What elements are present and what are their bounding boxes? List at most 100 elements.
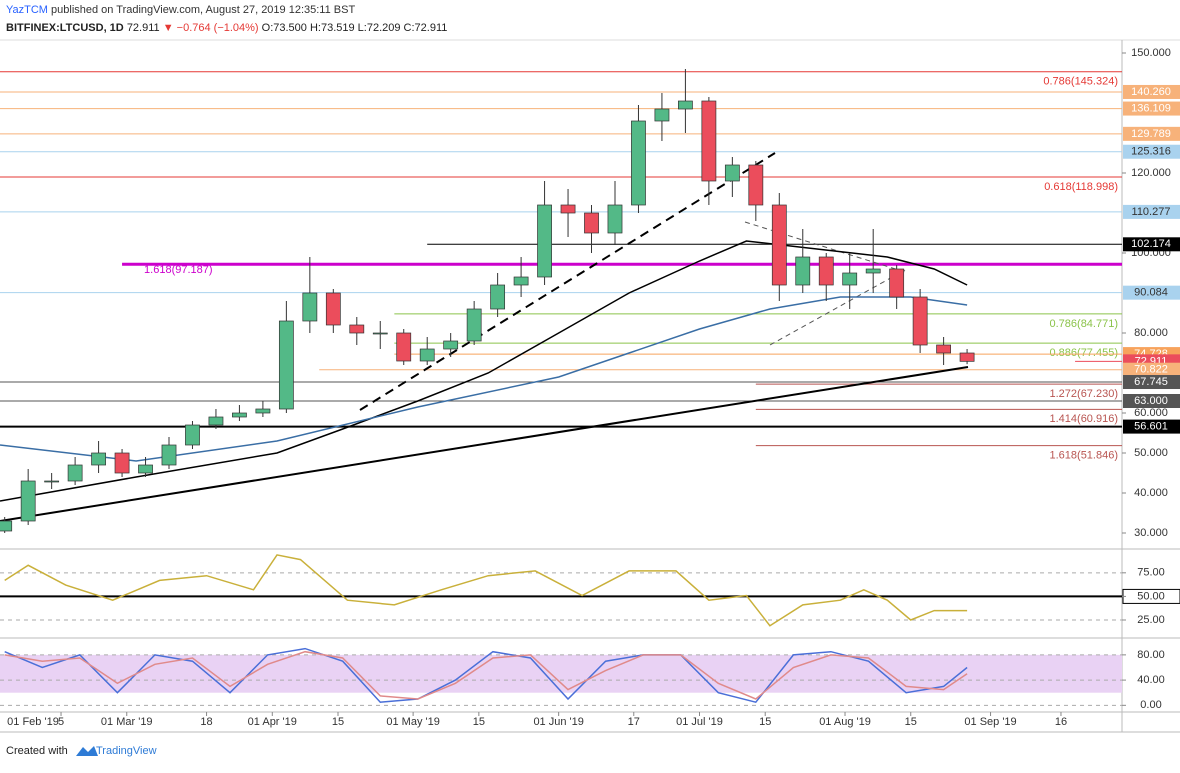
fib-label: 1.618(51.846) bbox=[1050, 450, 1119, 462]
candle-body bbox=[490, 284, 506, 310]
candle-body bbox=[232, 412, 247, 418]
candle-body bbox=[443, 340, 459, 350]
series-line bbox=[4, 554, 968, 627]
y-tick-label: 30.000 bbox=[1134, 527, 1168, 539]
candle-body bbox=[701, 100, 717, 182]
fib-label: 0.786(145.324) bbox=[1043, 76, 1118, 88]
price-label-box bbox=[1123, 362, 1180, 377]
y-tick-label: 40.000 bbox=[1134, 487, 1168, 499]
y-tick-label: 25.00 bbox=[1137, 614, 1165, 626]
candle-body bbox=[959, 352, 975, 362]
x-tick-label: 17 bbox=[628, 716, 640, 728]
change: ▼ −0.764 (−1.04%) bbox=[163, 22, 259, 34]
candle-body bbox=[302, 292, 318, 322]
candle-body bbox=[396, 332, 412, 362]
candle-body bbox=[419, 348, 435, 362]
x-tick-label: 01 Sep '19 bbox=[964, 716, 1016, 728]
x-tick-label: 15 bbox=[332, 716, 344, 728]
levels: 0.786(145.324) 0.618(118.998) 1.618(97.187… bbox=[0, 71, 1122, 462]
candle-body bbox=[560, 204, 576, 214]
candle-body bbox=[912, 296, 928, 346]
fib-label: 0.886(77.455) bbox=[1050, 347, 1119, 359]
candle-body bbox=[44, 480, 60, 483]
candle-body bbox=[91, 452, 106, 466]
candle-body bbox=[936, 344, 951, 354]
x-tick-label: 15 bbox=[759, 716, 771, 728]
candle-body bbox=[466, 308, 482, 342]
publisher: YazTCM bbox=[6, 4, 48, 16]
price-label: 90.084 bbox=[1134, 287, 1168, 299]
fib-label: 0.786(84.771) bbox=[1050, 318, 1119, 330]
price-label: 102.174 bbox=[1131, 238, 1171, 250]
y-tick-label: 120.000 bbox=[1131, 167, 1171, 179]
x-tick-label: 01 Apr '19 bbox=[248, 716, 297, 728]
candle-body bbox=[584, 212, 599, 234]
x-tick-label: 18 bbox=[200, 716, 212, 728]
x-tick-label: 5 bbox=[58, 716, 64, 728]
series-line bbox=[4, 647, 968, 704]
fib-label: 1.618(97.187) bbox=[144, 264, 213, 276]
candle-body bbox=[20, 480, 36, 522]
candle-body bbox=[771, 204, 787, 286]
candle-body bbox=[138, 464, 153, 474]
price-label-box bbox=[1123, 144, 1180, 159]
price-label-box bbox=[1123, 204, 1180, 219]
footer-prefix: Created with bbox=[6, 745, 68, 757]
price-label: 125.316 bbox=[1131, 146, 1171, 158]
y-tick-label: 0.00 bbox=[1140, 699, 1161, 711]
band bbox=[0, 654, 1122, 693]
axis-labels: 150.000120.000100.00080.00060.00050.0004… bbox=[7, 47, 1180, 728]
candle-body bbox=[255, 408, 271, 414]
x-tick-label: 01 May '19 bbox=[386, 716, 439, 728]
y-tick-label: 80.00 bbox=[1137, 649, 1165, 661]
candle-body bbox=[161, 444, 177, 466]
logo bbox=[76, 746, 98, 756]
price-label: 63.000 bbox=[1134, 395, 1168, 407]
candle-body bbox=[654, 108, 670, 122]
price-label: 110.277 bbox=[1132, 206, 1171, 218]
price-pane bbox=[0, 69, 975, 533]
candle-body bbox=[513, 276, 529, 286]
candle-body bbox=[67, 464, 83, 482]
candle-body bbox=[724, 164, 740, 182]
candle-body bbox=[208, 416, 224, 426]
x-tick-label: 01 Jun '19 bbox=[533, 716, 583, 728]
price-label-box bbox=[1123, 101, 1180, 116]
candle-body bbox=[842, 272, 858, 286]
price-label: 136.109 bbox=[1131, 102, 1171, 114]
price-label: 129.789 bbox=[1131, 128, 1171, 140]
candle-body bbox=[0, 520, 13, 532]
x-tick-label: 01 Mar '19 bbox=[101, 716, 153, 728]
candle-body bbox=[372, 332, 388, 335]
publish-line: YazTCM published on TradingView.com, Aug… bbox=[6, 4, 355, 16]
candle-body bbox=[865, 268, 881, 274]
candle-body bbox=[185, 424, 200, 446]
trend-line bbox=[744, 221, 906, 273]
x-tick-label: 01 Feb '19 bbox=[7, 716, 59, 728]
x-tick-label: 15 bbox=[473, 716, 485, 728]
x-tick-label: 01 Jul '19 bbox=[676, 716, 723, 728]
candle-body bbox=[537, 204, 552, 278]
trend-line bbox=[769, 269, 906, 346]
price-label-box bbox=[1123, 285, 1180, 300]
x-tick-label: 15 bbox=[905, 716, 917, 728]
fib-label: 1.414(60.916) bbox=[1050, 413, 1119, 425]
candle-body bbox=[349, 324, 365, 334]
candle-body bbox=[678, 100, 693, 110]
ohlc: O:73.500 H:73.519 L:72.209 C:72.911 bbox=[262, 22, 448, 34]
published: published on TradingView.com, August 27,… bbox=[51, 4, 355, 16]
price-label-box bbox=[1123, 375, 1180, 390]
price-label: 56.601 bbox=[1134, 421, 1168, 433]
candle-body bbox=[278, 320, 294, 410]
fib-label: 1.272(67.230) bbox=[1050, 388, 1119, 400]
price-label: 67.745 bbox=[1134, 376, 1168, 388]
candle-body bbox=[607, 204, 623, 234]
series-line bbox=[4, 650, 968, 700]
trend-line bbox=[359, 152, 776, 411]
candle-body bbox=[818, 256, 834, 286]
x-tick-label: 01 Aug '19 bbox=[819, 716, 871, 728]
price-label-box bbox=[1123, 394, 1180, 408]
symbol-line: BITFINEX:LTCUSD, 1D 72.911 ▼ −0.764 (−1.… bbox=[6, 22, 447, 34]
